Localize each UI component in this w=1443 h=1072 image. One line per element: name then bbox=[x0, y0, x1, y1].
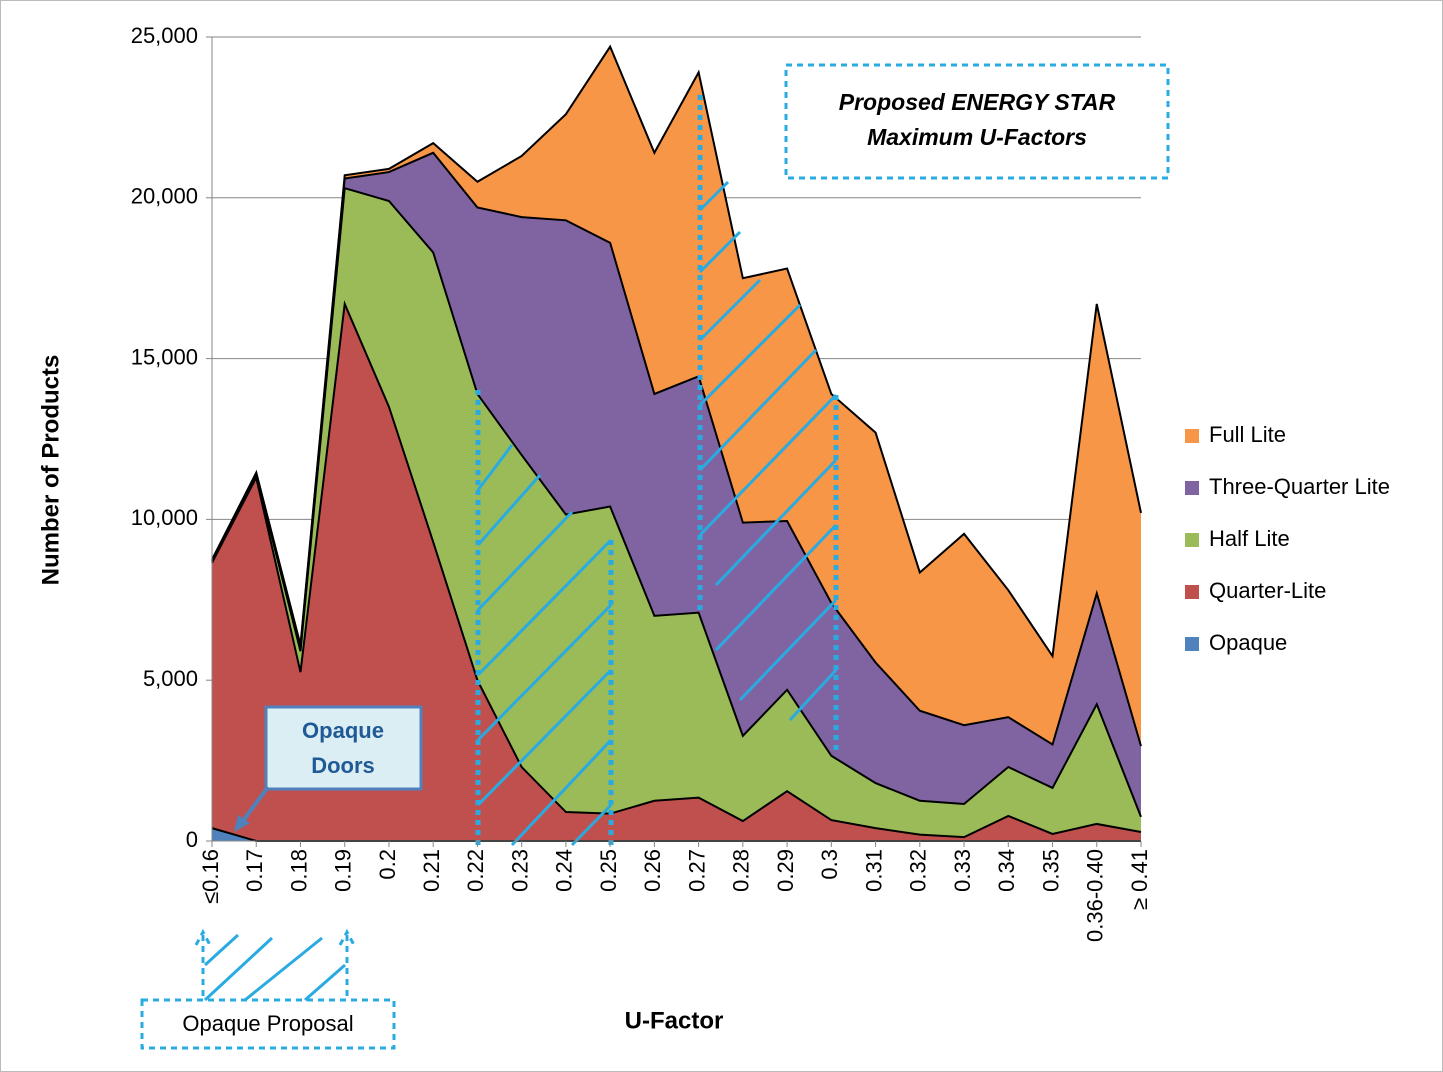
annotation: Proposed ENERGY STAR bbox=[839, 89, 1116, 115]
legend-swatch bbox=[1185, 481, 1199, 495]
area-outline bbox=[211, 44, 1142, 659]
legend-swatch bbox=[1185, 533, 1199, 547]
legend-label: Three-Quarter Lite bbox=[1209, 474, 1390, 499]
legend-label: Quarter-Lite bbox=[1209, 578, 1326, 603]
legend-label: Full Lite bbox=[1209, 422, 1286, 447]
y-tick-label: 5,000 bbox=[143, 666, 198, 691]
x-tick-label: 0.26 bbox=[640, 849, 665, 892]
area bbox=[212, 303, 1141, 842]
y-tick-label: 15,000 bbox=[131, 344, 198, 369]
x-tick-label: 0.32 bbox=[906, 849, 931, 892]
area bbox=[212, 46, 1141, 747]
x-tick-label: 0.2 bbox=[375, 849, 400, 880]
annotation: Opaque Proposal bbox=[182, 1011, 353, 1036]
area bbox=[212, 188, 1141, 838]
area-outline bbox=[211, 186, 1142, 818]
x-axis-label: U-Factor bbox=[625, 1007, 724, 1034]
x-tick-label: 0.21 bbox=[419, 849, 444, 892]
x-tick-label: 0.18 bbox=[286, 849, 311, 892]
legend-swatch bbox=[1185, 585, 1199, 599]
y-tick-label: 10,000 bbox=[131, 505, 198, 530]
y-tick-label: 20,000 bbox=[131, 184, 198, 209]
x-tick-label: ≤0.16 bbox=[198, 849, 223, 904]
x-tick-label: 0.25 bbox=[596, 849, 621, 892]
x-tick-label: 0.23 bbox=[507, 849, 532, 892]
legend-label: Opaque bbox=[1209, 630, 1287, 655]
x-tick-label: 0.3 bbox=[817, 849, 842, 880]
x-tick-label: 0.27 bbox=[684, 849, 709, 892]
x-tick-label: 0.34 bbox=[994, 849, 1019, 892]
legend-label: Half Lite bbox=[1209, 526, 1290, 551]
x-tick-label: 0.17 bbox=[242, 849, 267, 892]
annotation: Opaque bbox=[302, 718, 384, 743]
x-tick-label: 0.19 bbox=[331, 849, 356, 892]
annotation: Doors bbox=[311, 753, 375, 778]
x-tick-label: 0.31 bbox=[861, 849, 886, 892]
annotation: Maximum U-Factors bbox=[867, 124, 1087, 150]
area bbox=[212, 152, 1141, 817]
y-tick-label: 0 bbox=[186, 827, 198, 852]
x-tick-label: 0.35 bbox=[1038, 849, 1063, 892]
x-tick-label: 0.33 bbox=[950, 849, 975, 892]
callout bbox=[234, 705, 423, 832]
y-tick-label: 25,000 bbox=[131, 23, 198, 48]
area-outline bbox=[211, 300, 1142, 839]
x-tick-label: 0.24 bbox=[552, 849, 577, 892]
x-tick-label: 0.36-0.40 bbox=[1083, 849, 1108, 942]
x-tick-label: 0.29 bbox=[773, 849, 798, 892]
x-tick-label: ≥ 0.41 bbox=[1127, 849, 1152, 910]
legend-swatch bbox=[1185, 429, 1199, 443]
legend-swatch bbox=[1185, 637, 1199, 651]
area-outline bbox=[211, 151, 1142, 747]
hatching bbox=[140, 63, 1170, 1050]
y-axis-label: Number of Products bbox=[37, 355, 64, 586]
x-tick-label: 0.28 bbox=[729, 849, 754, 892]
x-tick-label: 0.22 bbox=[463, 849, 488, 892]
